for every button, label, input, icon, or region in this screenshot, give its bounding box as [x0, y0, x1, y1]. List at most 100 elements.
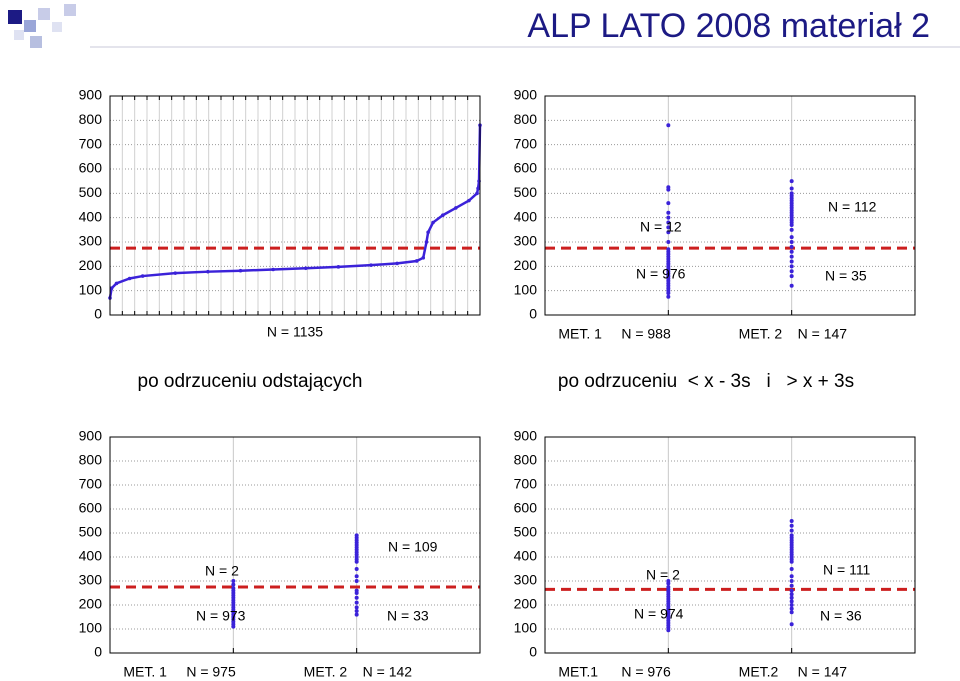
plot-area [545, 437, 915, 653]
y-tick-label: 400 [79, 548, 103, 564]
y-tick-label: 300 [514, 233, 538, 249]
data-point [666, 230, 671, 235]
data-point [789, 603, 794, 607]
y-tick-label: 200 [514, 257, 538, 273]
plot-frame [544, 436, 916, 654]
data-point [789, 274, 794, 279]
data-point [789, 533, 794, 538]
x-tick-label: MET.2 [739, 664, 779, 680]
annotation: N = 36 [820, 608, 862, 624]
data-point [666, 240, 671, 244]
x-tick-label: MET. 1 [558, 326, 602, 342]
data-point [789, 186, 794, 191]
data-point [424, 240, 429, 244]
y-tick-label: 900 [514, 428, 538, 444]
data-point [666, 210, 671, 215]
data-point [789, 191, 794, 196]
y-tick-label: 600 [514, 160, 538, 176]
y-tick-label: 800 [514, 452, 538, 468]
data-point [789, 249, 794, 254]
data-point [789, 235, 794, 240]
x-tick-label: MET.1 [558, 664, 598, 680]
annotation: N = 976 [636, 266, 686, 282]
data-point [789, 610, 794, 615]
y-tick-label: 100 [514, 281, 538, 297]
data-point [231, 579, 236, 583]
y-tick-label: 100 [514, 620, 538, 636]
y-tick-label: 300 [514, 572, 538, 588]
data-point [476, 186, 480, 191]
y-tick-label: 100 [79, 620, 103, 636]
y-tick-label: 0 [94, 306, 102, 322]
y-tick-label: 400 [514, 548, 538, 564]
data-point [789, 579, 794, 583]
data-point [354, 600, 359, 605]
count-note: N = 142 [363, 664, 413, 680]
y-tick-label: 200 [79, 257, 103, 273]
count-note: N = 147 [798, 664, 848, 680]
data-point [789, 269, 794, 274]
data-point [431, 220, 435, 225]
y-tick-label: 900 [79, 87, 103, 103]
plot-area [110, 437, 480, 653]
data-point [354, 588, 359, 593]
data-point [395, 261, 399, 266]
caption: po odrzuceniu < x - 3s i > x + 3s [558, 371, 854, 392]
plot-frame [544, 95, 916, 316]
y-tick-label: 400 [79, 208, 103, 224]
data-point [414, 259, 419, 263]
x-tick-label: MET. 1 [123, 664, 167, 680]
y-tick-label: 600 [79, 160, 103, 176]
y-tick-label: 100 [79, 281, 103, 297]
data-point [354, 567, 359, 571]
y-tick-label: 900 [514, 87, 538, 103]
data-point [789, 606, 794, 611]
data-point [789, 592, 794, 597]
y-tick-label: 700 [79, 135, 103, 151]
data-point [789, 244, 794, 249]
data-point [666, 225, 671, 230]
y-tick-label: 700 [514, 135, 538, 151]
y-tick-label: 800 [79, 452, 103, 468]
y-tick-label: 600 [514, 500, 538, 516]
caption: po odrzuceniu odstających [138, 371, 363, 392]
y-tick-label: 700 [514, 476, 538, 492]
annotation: N = 12 [640, 219, 682, 235]
data-point [789, 595, 794, 600]
data-point [467, 198, 471, 203]
data-point [789, 528, 794, 533]
y-tick-label: 500 [514, 524, 538, 540]
x-tick-label: MET. 2 [739, 326, 783, 342]
data-point [354, 595, 359, 600]
data-point [140, 274, 145, 278]
data-point [666, 185, 671, 190]
count-note: N = 147 [798, 326, 848, 342]
y-tick-label: 600 [79, 500, 103, 516]
annotation: N = 2 [205, 563, 239, 579]
data-point [127, 276, 132, 281]
y-tick-label: 300 [79, 233, 103, 249]
data-point [354, 574, 359, 579]
data-point [109, 286, 114, 291]
annotation: N = 112 [828, 199, 877, 215]
y-tick-label: 800 [514, 111, 538, 127]
data-point [336, 265, 341, 269]
y-tick-label: 500 [514, 184, 538, 200]
data-point [666, 215, 671, 220]
data-point [354, 609, 359, 613]
data-point [231, 582, 236, 587]
data-point [789, 588, 794, 593]
plot-area [545, 96, 915, 315]
data-point [789, 567, 794, 571]
data-point [173, 271, 178, 275]
data-point [454, 206, 458, 210]
data-point [789, 523, 794, 528]
data-point [666, 123, 671, 128]
data-point [354, 605, 359, 610]
annotation: N = 974 [634, 606, 684, 622]
data-point [789, 227, 794, 232]
y-tick-label: 0 [94, 644, 102, 660]
data-point [421, 256, 426, 260]
